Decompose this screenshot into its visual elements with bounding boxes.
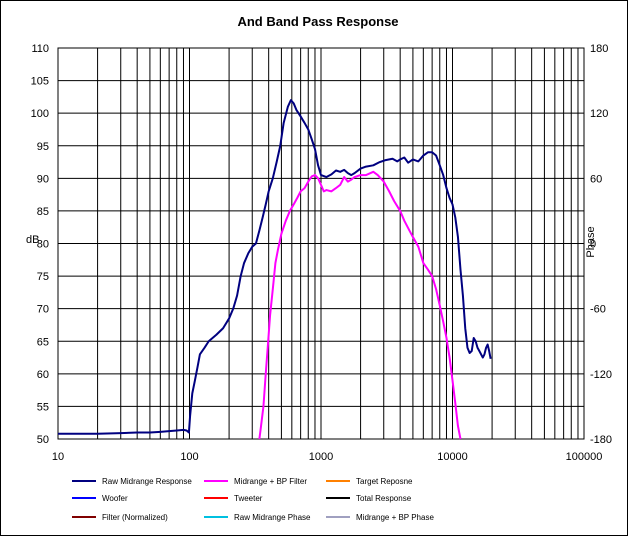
legend: Raw Midrange Response Midrange + BP Filte…	[72, 477, 434, 522]
y2-tick-label: 120	[590, 108, 608, 120]
y-tick-label: 50	[37, 434, 49, 446]
y-tick-label: 95	[37, 141, 49, 153]
y2-tick-label: -60	[590, 304, 606, 316]
y-tick-label: 60	[37, 369, 49, 381]
series-raw-midrange-response	[58, 99, 492, 435]
legend-label: Filter (Normalized)	[102, 513, 168, 522]
y-tick-label: 110	[31, 43, 49, 55]
x-tick-label: 100000	[566, 451, 603, 463]
y-tick-label: 55	[37, 401, 49, 413]
legend-label: Woofer	[102, 494, 128, 503]
legend-label: Target Reposne	[356, 477, 413, 486]
x-tick-label: 10000	[437, 451, 468, 463]
legend-label: Midrange + BP Phase	[356, 513, 434, 522]
y2-tick-label: 0	[590, 239, 596, 251]
y2-axis-label: Phase	[585, 226, 597, 257]
y-axis-label: dB	[26, 234, 39, 246]
y2-tick-label: 60	[590, 173, 602, 185]
y-tick-label: 65	[37, 336, 49, 348]
legend-label: Tweeter	[234, 494, 263, 503]
grid	[57, 47, 584, 440]
y2-axis-ticks: -180 -120 -60 0 60 120 180	[590, 43, 612, 446]
y-tick-label: 75	[37, 271, 49, 283]
y-tick-label: 80	[37, 239, 49, 251]
x-tick-label: 1000	[309, 451, 333, 463]
series-layer	[58, 99, 492, 440]
x-tick-label: 10	[52, 451, 64, 463]
legend-label: Raw Midrange Response	[102, 477, 192, 486]
y-tick-label: 70	[37, 304, 49, 316]
y2-tick-label: 180	[590, 43, 608, 55]
legend-label: Midrange + BP Filter	[234, 477, 307, 486]
x-axis-ticks: 10 100 1000 10000 100000	[52, 451, 602, 463]
legend-label: Raw Midrange Phase	[234, 513, 311, 522]
series-midrange-bp-filter	[258, 170, 462, 440]
y-axis-ticks: 50 55 60 65 70 75 80 85 90 95 100 105 110	[31, 43, 49, 446]
y-tick-label: 85	[37, 206, 49, 218]
y-tick-label: 90	[37, 173, 49, 185]
legend-label: Total Response	[356, 494, 412, 503]
chart-title: And Band Pass Response	[237, 14, 398, 29]
plot-area	[57, 47, 585, 440]
y-tick-label: 100	[31, 108, 49, 120]
y2-tick-label: -180	[590, 434, 612, 446]
y-tick-label: 105	[31, 76, 49, 88]
x-tick-label: 100	[180, 451, 198, 463]
y2-tick-label: -120	[590, 369, 612, 381]
